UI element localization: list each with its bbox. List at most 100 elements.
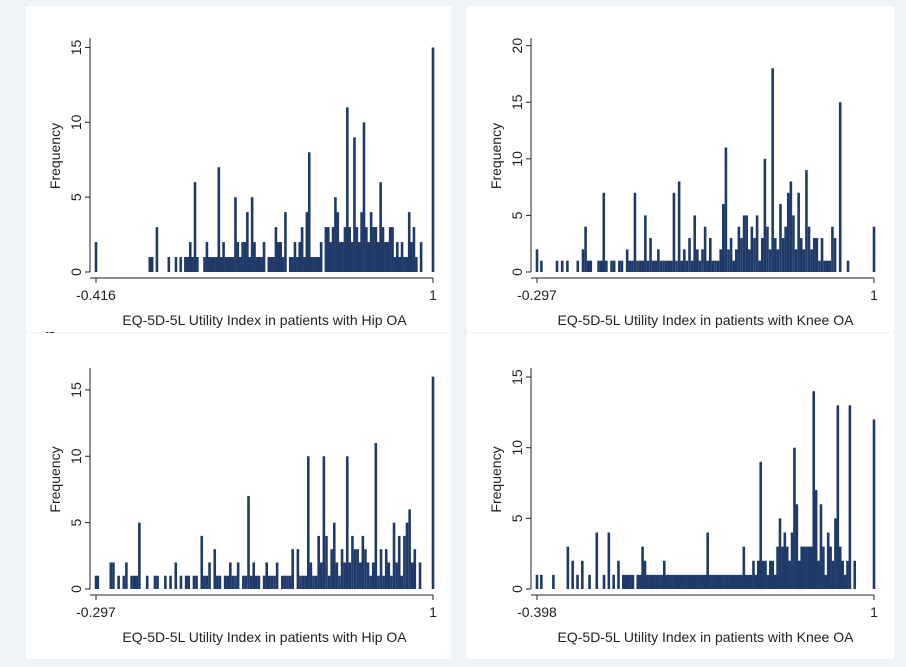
- bar: [749, 574, 753, 589]
- bar: [540, 574, 543, 589]
- bar: [649, 238, 652, 272]
- bar: [823, 260, 826, 272]
- bar: [740, 238, 743, 272]
- chart-a-right: 0 5 10 15 20 -0.297 1 Frequency EQ-5D-5L Utility…: [467, 6, 894, 332]
- bar: [740, 574, 743, 589]
- x-axis-title: EQ-5D-5L Utility Index in patients with …: [122, 312, 407, 328]
- bar: [384, 549, 388, 589]
- chart-a-left: 0 5 10 15 -0.416 1 Frequency EQ-5D-5L Utility I…: [26, 6, 451, 332]
- bar: [742, 215, 746, 272]
- bar: [377, 575, 380, 589]
- y-tick-label: 5: [509, 211, 525, 219]
- bar: [636, 260, 639, 272]
- bar: [650, 574, 654, 589]
- bar: [659, 260, 663, 272]
- bar: [413, 549, 417, 589]
- bar: [148, 257, 152, 272]
- bar: [319, 242, 323, 272]
- bar: [734, 249, 738, 272]
- bar: [255, 257, 259, 272]
- bar: [366, 562, 370, 589]
- bar: [398, 257, 401, 272]
- bar: [769, 560, 772, 589]
- bar: [296, 257, 299, 272]
- y-tick-label: 10: [68, 448, 84, 464]
- bar: [400, 242, 404, 272]
- bar: [299, 575, 302, 589]
- bar: [641, 546, 644, 589]
- bar: [679, 574, 683, 589]
- bar: [872, 419, 876, 589]
- bar: [831, 560, 835, 589]
- bar: [274, 227, 278, 272]
- bar: [412, 227, 416, 272]
- bar: [188, 242, 192, 272]
- bar: [628, 260, 632, 272]
- bar: [234, 197, 237, 272]
- bar: [790, 532, 794, 589]
- bar: [215, 257, 218, 272]
- bar: [252, 562, 256, 589]
- bar: [785, 546, 789, 589]
- bar: [566, 260, 569, 272]
- bar: [848, 405, 852, 589]
- bar: [682, 574, 685, 589]
- bar: [779, 204, 782, 272]
- bar: [286, 575, 289, 589]
- bar: [343, 562, 346, 589]
- y-axis-title: Frequency: [488, 446, 504, 512]
- bar: [169, 575, 172, 589]
- plot-background: [467, 333, 894, 659]
- bar: [246, 212, 249, 272]
- bar: [231, 257, 235, 272]
- x-axis-title: EQ-5D-5L Utility Index in patients with …: [558, 629, 855, 645]
- bar: [314, 575, 318, 589]
- bar: [145, 575, 149, 589]
- bar: [754, 574, 758, 589]
- bar: [219, 257, 223, 272]
- bar: [576, 574, 579, 589]
- bar: [737, 226, 741, 272]
- y-tick-label: 0: [509, 585, 525, 593]
- bar: [595, 532, 599, 589]
- y-axis-title: Frequency: [488, 123, 504, 189]
- bar: [846, 260, 850, 272]
- y-axis-title: Frequency: [47, 123, 63, 189]
- bar: [820, 238, 824, 272]
- bar: [269, 257, 273, 272]
- bar: [400, 575, 404, 589]
- bar: [396, 242, 399, 272]
- bar: [675, 260, 678, 272]
- bar: [685, 260, 689, 272]
- bar: [836, 405, 840, 589]
- bar: [655, 574, 659, 589]
- bar: [805, 170, 808, 272]
- bar: [244, 575, 248, 589]
- bar: [698, 260, 702, 272]
- bar: [768, 249, 772, 272]
- bar: [638, 260, 642, 272]
- bar: [805, 546, 808, 589]
- bar: [130, 575, 133, 589]
- bar: [243, 242, 247, 272]
- bar: [814, 490, 818, 589]
- y-tick-label: 5: [68, 519, 84, 527]
- bar: [381, 227, 385, 272]
- bar: [348, 562, 352, 589]
- bar: [405, 257, 409, 272]
- bar: [654, 260, 658, 272]
- bar: [268, 575, 271, 589]
- bar: [431, 47, 435, 272]
- bar: [653, 574, 656, 589]
- bar: [693, 215, 697, 272]
- bar: [196, 257, 199, 272]
- bar: [315, 257, 318, 272]
- bar: [597, 260, 600, 272]
- bar: [629, 574, 632, 589]
- bar: [696, 249, 699, 272]
- bar: [326, 227, 330, 272]
- bar: [153, 575, 157, 589]
- bar: [672, 574, 676, 589]
- bar: [706, 532, 709, 589]
